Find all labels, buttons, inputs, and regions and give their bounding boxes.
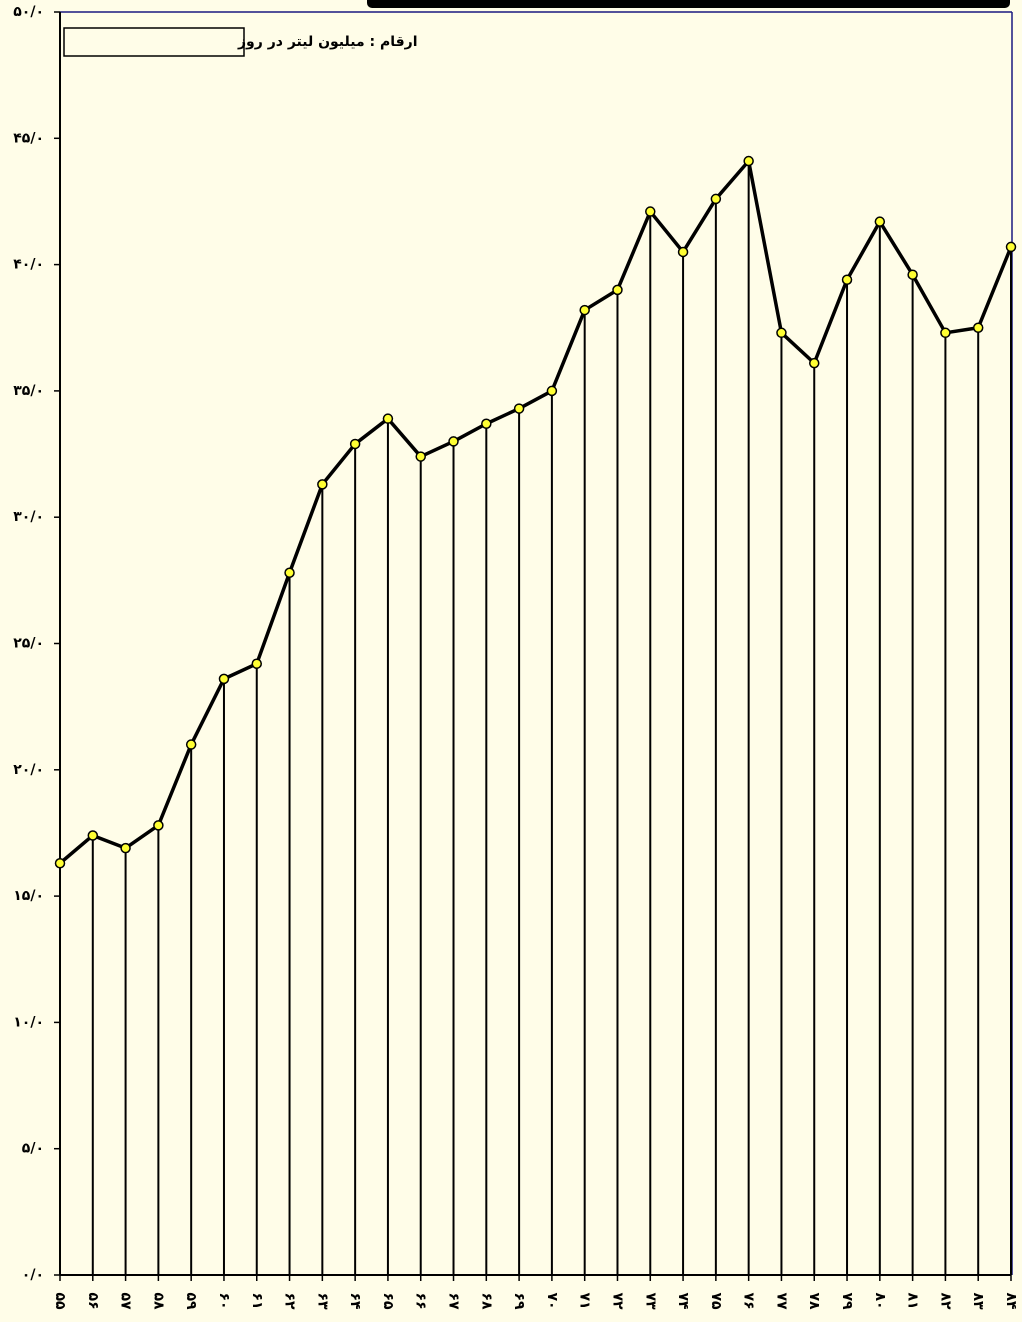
x-tick-label: ۷۹	[839, 1292, 855, 1310]
marker	[153, 820, 164, 831]
marker	[743, 155, 754, 167]
x-tick-label: ۷۲	[609, 1292, 625, 1310]
marker	[251, 658, 263, 669]
x-tick-label: ۶۳	[314, 1292, 330, 1310]
annotation-box	[63, 27, 245, 57]
marker	[677, 246, 689, 258]
y-tick-label: ۵۰/۰	[13, 4, 44, 20]
x-tick-label: ۶۲	[282, 1292, 298, 1310]
title-bar	[367, 0, 1010, 8]
x-tick-label: ۶۵	[380, 1292, 396, 1310]
x-tick-label: ۷۰	[544, 1292, 560, 1309]
x-tick-label: ۷۵	[708, 1292, 724, 1310]
x-tick-label: ۸۳	[970, 1292, 986, 1310]
marker	[185, 739, 197, 750]
marker	[120, 842, 131, 854]
x-tick-label: ۷۶	[741, 1292, 757, 1309]
marker	[972, 322, 984, 333]
x-tick-label: ۸۱	[905, 1292, 921, 1309]
series-line	[58, 159, 1013, 865]
x-tick-label: ۷۸	[806, 1292, 822, 1310]
x-tick-label: ۶۷	[446, 1292, 462, 1310]
marker	[317, 479, 328, 490]
y-tick-label: ۳۰/۰	[13, 509, 44, 525]
x-tick-label: ۶۶	[413, 1292, 429, 1309]
marker	[415, 451, 426, 462]
annotation: ارقام : میلیون لیتر در روز	[237, 34, 418, 50]
y-tick-label: ۳۵/۰	[13, 383, 44, 399]
marker	[841, 274, 853, 286]
y-tick-label: ۲۰/۰	[13, 762, 44, 778]
x-tick-label: ۶۴	[347, 1292, 363, 1310]
marker	[776, 327, 787, 339]
marker	[808, 357, 820, 369]
marker	[513, 403, 525, 414]
marker	[448, 436, 459, 447]
x-tick-label: ۷۱	[577, 1292, 593, 1309]
marker	[382, 413, 394, 424]
y-tick-label: ۰/۰	[22, 1267, 44, 1283]
x-tick-label: ۵۸	[150, 1292, 166, 1310]
y-tick-label: ۴۵/۰	[13, 130, 44, 146]
y-tick-label: ۴۰/۰	[13, 257, 44, 273]
x-tick-label: ۷۳	[642, 1292, 658, 1310]
marker	[907, 269, 918, 280]
marker	[612, 284, 623, 296]
y-tick-label: ۲۵/۰	[13, 636, 44, 652]
x-tick-label: ۵۹	[183, 1292, 199, 1310]
x-tick-label: ۷۷	[773, 1292, 789, 1310]
marker	[546, 385, 558, 397]
x-tick-label: ۸۴	[1003, 1292, 1019, 1310]
y-tick-label: ۱۵/۰	[13, 888, 44, 904]
marker	[218, 673, 230, 685]
marker	[940, 327, 951, 339]
x-tick-label: ۵۵	[52, 1292, 68, 1310]
marker	[284, 567, 295, 579]
marker	[87, 830, 99, 841]
marker	[349, 438, 361, 450]
marker	[874, 216, 886, 227]
x-tick-label: ۸۰	[872, 1292, 888, 1309]
x-tick-label: ۷۴	[675, 1292, 691, 1310]
y-tick-label: ۵/۰	[22, 1141, 44, 1157]
x-tick-label: ۵۷	[118, 1292, 134, 1310]
marker	[1005, 241, 1017, 253]
marker	[645, 206, 656, 217]
x-tick-label: ۸۲	[937, 1292, 953, 1310]
x-tick-label: ۶۱	[249, 1292, 265, 1309]
marker	[481, 418, 492, 429]
x-tick-label: ۶۰	[216, 1292, 232, 1309]
y-tick-label: ۱۰/۰	[13, 1014, 44, 1030]
marker	[710, 193, 722, 205]
x-tick-label: ۶۸	[478, 1292, 494, 1310]
x-tick-label: ۵۶	[85, 1292, 101, 1309]
marker	[54, 858, 66, 869]
x-tick-label: ۶۹	[511, 1292, 527, 1310]
marker	[579, 304, 590, 316]
